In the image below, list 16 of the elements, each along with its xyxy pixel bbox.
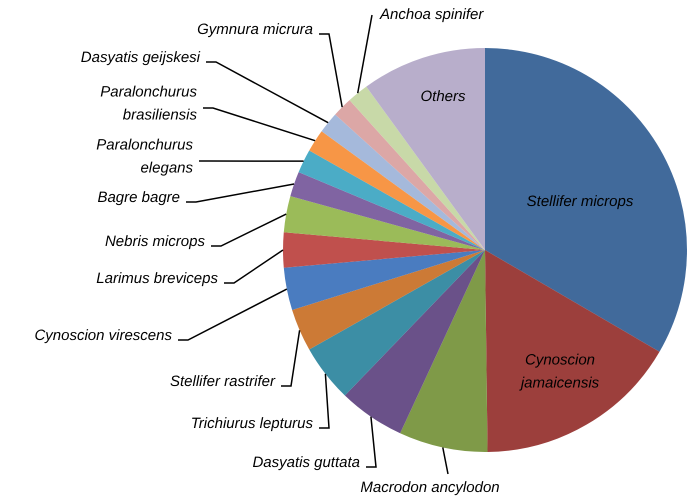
slice-label: Stellifer microps	[526, 193, 634, 210]
slice-label: Others	[420, 88, 466, 106]
slice-label: Macrodon ancylodon	[360, 479, 500, 496]
slice-label: Trichiurus lepturus	[190, 415, 314, 432]
slice-label: Dasyatis guttata	[252, 454, 360, 472]
slice-label: Bagre bagre	[97, 189, 180, 206]
slice-label: Dasyatis geijskesi	[80, 49, 201, 66]
slice-label: Nebris microps	[104, 233, 206, 250]
slice-label: Cynoscion jamaicensis	[518, 352, 600, 392]
slice-label: Cynoscion virescens	[34, 327, 172, 344]
slice-label: Larimus breviceps	[96, 270, 218, 288]
slice-label: Anchoa spinifer	[379, 6, 484, 24]
slice-label: Paralonchurus elegans	[96, 136, 194, 177]
slice-label: Stellifer rastrifer	[170, 373, 276, 390]
slice-label: Paralonchurus brasiliensis	[100, 84, 198, 124]
slice-label: Gymnura micrura	[197, 21, 313, 38]
